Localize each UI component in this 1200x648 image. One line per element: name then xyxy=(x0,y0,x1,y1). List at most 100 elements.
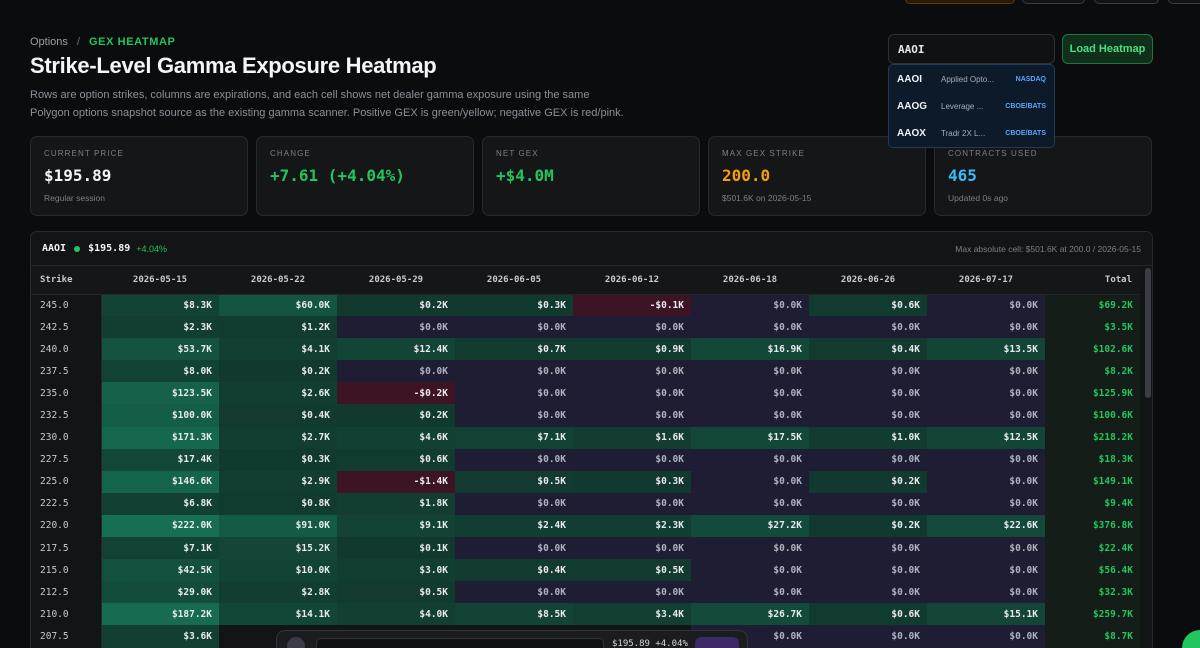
gex-cell[interactable]: $13.5K xyxy=(927,338,1045,361)
gex-cell[interactable]: $0.0K xyxy=(927,537,1045,560)
gex-cell[interactable]: $3.6K xyxy=(101,625,219,648)
gex-cell[interactable]: $27.2K xyxy=(691,514,809,538)
gex-cell[interactable]: $14.1K xyxy=(219,603,337,626)
gex-cell[interactable]: $0.0K xyxy=(809,360,927,383)
gex-cell[interactable]: $0.6K xyxy=(337,448,455,471)
floating-action-button[interactable] xyxy=(1182,630,1200,648)
gex-cell[interactable]: $0.8K xyxy=(219,492,337,515)
gex-cell[interactable]: $10.0K xyxy=(219,559,337,582)
gex-cell[interactable]: $0.0K xyxy=(691,492,809,515)
top-button-2[interactable] xyxy=(1022,0,1085,4)
gex-cell[interactable]: $3.0K xyxy=(337,559,455,582)
ticker-search-input[interactable]: AAOI xyxy=(888,34,1055,64)
gex-cell[interactable]: $16.9K xyxy=(691,338,809,361)
gex-cell[interactable]: $2.9K xyxy=(219,470,337,493)
gex-cell[interactable]: $53.7K xyxy=(101,338,219,361)
suggestion-item[interactable]: AAOX Tradr 2X L... CBOE/BATS xyxy=(889,120,1054,147)
gex-cell[interactable]: $1.0K xyxy=(809,426,927,449)
gex-cell[interactable]: $0.0K xyxy=(809,581,927,604)
gex-cell[interactable]: $2.4K xyxy=(455,514,573,538)
gex-cell[interactable]: $0.0K xyxy=(927,382,1045,405)
top-button-4[interactable] xyxy=(1168,0,1200,4)
gex-cell[interactable]: $1.8K xyxy=(337,492,455,515)
gex-cell[interactable]: $0.0K xyxy=(337,360,455,383)
suggestion-item[interactable]: AAOG Leverage ... CBOE/BATS xyxy=(889,93,1054,120)
gex-cell[interactable]: $0.7K xyxy=(455,338,573,361)
gex-cell[interactable]: $0.9K xyxy=(573,338,691,361)
bottom-bar-icon[interactable] xyxy=(287,637,305,648)
gex-cell[interactable]: $0.3K xyxy=(573,470,691,493)
gex-cell[interactable]: $2.3K xyxy=(573,514,691,538)
gex-cell[interactable]: $0.0K xyxy=(573,382,691,405)
gex-cell[interactable]: $7.1K xyxy=(455,426,573,449)
gex-cell[interactable]: $0.2K xyxy=(337,294,455,317)
bottom-bar-button[interactable] xyxy=(695,637,739,648)
gex-cell[interactable]: -$0.1K xyxy=(573,294,691,317)
gex-cell[interactable]: $100.0K xyxy=(101,404,219,427)
gex-cell[interactable]: $0.2K xyxy=(337,404,455,427)
gex-cell[interactable]: $0.0K xyxy=(927,625,1045,648)
gex-cell[interactable]: $6.8K xyxy=(101,492,219,515)
suggestion-item[interactable]: AAOI Applied Opto... NASDAQ xyxy=(889,66,1054,93)
gex-cell[interactable]: $0.0K xyxy=(455,360,573,383)
gex-cell[interactable]: $0.6K xyxy=(809,603,927,626)
gex-cell[interactable]: $0.0K xyxy=(691,559,809,582)
gex-cell[interactable]: $0.3K xyxy=(455,294,573,317)
gex-cell[interactable]: $26.7K xyxy=(691,603,809,626)
gex-cell[interactable]: $0.0K xyxy=(927,404,1045,427)
gex-cell[interactable]: $0.3K xyxy=(219,448,337,471)
gex-cell[interactable]: $0.2K xyxy=(219,360,337,383)
gex-cell[interactable]: $2.6K xyxy=(219,382,337,405)
gex-cell[interactable]: $0.0K xyxy=(809,492,927,515)
gex-cell[interactable]: $0.0K xyxy=(573,448,691,471)
gex-cell[interactable]: $0.0K xyxy=(573,492,691,515)
gex-cell[interactable]: $222.0K xyxy=(101,514,219,538)
gex-cell[interactable]: $0.5K xyxy=(573,559,691,582)
gex-cell[interactable]: $0.0K xyxy=(809,537,927,560)
gex-cell[interactable]: $0.0K xyxy=(927,581,1045,604)
gex-cell[interactable]: $8.5K xyxy=(455,603,573,626)
breadcrumb-parent-link[interactable]: Options xyxy=(30,36,68,48)
gex-cell[interactable]: $2.3K xyxy=(101,316,219,339)
gex-cell[interactable]: $7.1K xyxy=(101,537,219,560)
gex-cell[interactable]: $0.0K xyxy=(337,316,455,339)
gex-cell[interactable]: $17.5K xyxy=(691,426,809,449)
gex-cell[interactable]: $0.0K xyxy=(455,448,573,471)
gex-cell[interactable]: $0.0K xyxy=(691,316,809,339)
gex-cell[interactable]: $0.0K xyxy=(809,316,927,339)
gex-cell[interactable]: $15.2K xyxy=(219,537,337,560)
gex-cell[interactable]: $0.0K xyxy=(455,382,573,405)
gex-cell[interactable]: $187.2K xyxy=(101,603,219,626)
gex-cell[interactable]: $12.5K xyxy=(927,426,1045,449)
gex-cell[interactable]: $0.0K xyxy=(455,492,573,515)
gex-cell[interactable]: $8.0K xyxy=(101,360,219,383)
gex-cell[interactable]: $8.3K xyxy=(101,294,219,317)
gex-cell[interactable]: $123.5K xyxy=(101,382,219,405)
gex-cell[interactable]: -$1.4K xyxy=(337,470,455,493)
gex-cell[interactable]: $0.0K xyxy=(927,559,1045,582)
gex-cell[interactable]: $29.0K xyxy=(101,581,219,604)
gex-cell[interactable]: $0.0K xyxy=(455,581,573,604)
gex-cell[interactable]: $0.0K xyxy=(691,294,809,317)
gex-cell[interactable]: $0.4K xyxy=(809,338,927,361)
gex-cell[interactable]: $0.6K xyxy=(809,294,927,317)
gex-cell[interactable]: $0.0K xyxy=(573,404,691,427)
gex-cell[interactable]: $0.0K xyxy=(691,404,809,427)
gex-cell[interactable]: $0.0K xyxy=(927,294,1045,317)
gex-cell[interactable]: $171.3K xyxy=(101,426,219,449)
gex-cell[interactable]: $22.6K xyxy=(927,514,1045,538)
gex-cell[interactable]: $0.0K xyxy=(455,537,573,560)
gex-cell[interactable]: $146.6K xyxy=(101,470,219,493)
gex-cell[interactable]: $4.0K xyxy=(337,603,455,626)
gex-cell[interactable]: $0.0K xyxy=(809,404,927,427)
gex-cell[interactable]: $0.0K xyxy=(927,448,1045,471)
gex-cell[interactable]: $0.0K xyxy=(573,316,691,339)
top-action-button[interactable] xyxy=(905,0,1015,4)
load-heatmap-button[interactable]: Load Heatmap xyxy=(1062,34,1153,64)
gex-cell[interactable]: $0.5K xyxy=(455,470,573,493)
gex-cell[interactable]: $0.0K xyxy=(691,360,809,383)
gex-cell[interactable]: $0.0K xyxy=(691,537,809,560)
gex-cell[interactable]: $0.2K xyxy=(809,514,927,538)
gex-cell[interactable]: $91.0K xyxy=(219,514,337,538)
gex-cell[interactable]: $0.0K xyxy=(691,382,809,405)
